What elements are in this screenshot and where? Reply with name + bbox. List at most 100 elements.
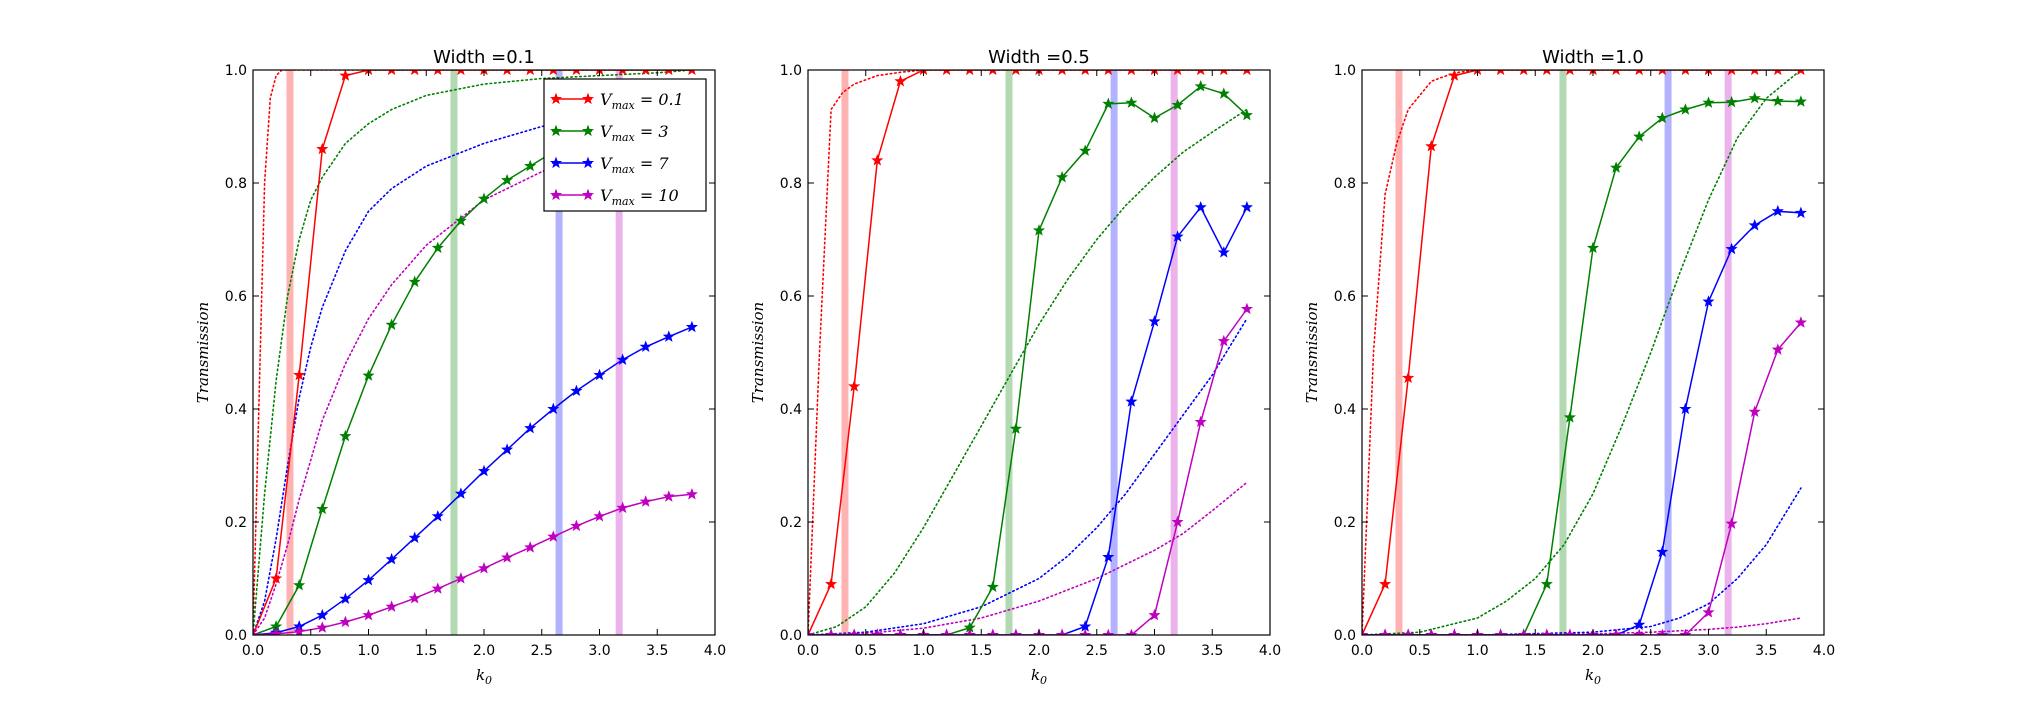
data-point — [1656, 628, 1669, 635]
data-point — [1540, 577, 1553, 590]
data-point — [1148, 315, 1161, 327]
data-point — [1727, 70, 1736, 76]
data-point — [1171, 515, 1184, 528]
data-point — [848, 628, 861, 635]
x-tick-label: 2.0 — [473, 643, 495, 659]
data-point — [1679, 402, 1692, 415]
data-point — [639, 340, 652, 352]
chart-panel-2: 0.0 0.5 1.0 1.5 2.0 2.5 3.0 3.5 4.0 0.0 0.2 0.4 0.6 0… — [1303, 47, 1835, 687]
data-point — [385, 600, 398, 612]
data-point — [293, 578, 306, 591]
data-point — [1702, 606, 1715, 618]
data-point — [825, 577, 838, 590]
x-axis-label-main: k — [476, 666, 485, 684]
legend-label-suffix: = 3 — [635, 122, 669, 141]
data-point — [270, 627, 283, 635]
data-point — [339, 615, 352, 628]
data-point — [616, 501, 629, 514]
data-point — [1058, 70, 1066, 76]
series-line-0 — [1362, 70, 1801, 635]
legend-label-suffix: = 0.1 — [635, 90, 684, 109]
data-point — [1748, 91, 1761, 104]
plot-data — [253, 70, 698, 635]
data-point — [1056, 628, 1069, 635]
data-point — [385, 552, 398, 565]
x-tick-label: 0.5 — [1409, 643, 1431, 659]
dotted-curve-2 — [808, 317, 1248, 635]
legend-label-sub: max — [612, 195, 636, 208]
data-point — [1771, 343, 1784, 355]
data-point — [1148, 608, 1161, 621]
band-0 — [286, 70, 294, 635]
data-point — [362, 369, 375, 381]
legend-label-suffix: = 10 — [635, 186, 679, 205]
x-axis-label-sub: 0 — [1040, 674, 1047, 687]
data-point — [1171, 230, 1184, 242]
y-tick-label: 0.8 — [780, 176, 802, 192]
data-point — [501, 173, 514, 186]
data-point — [641, 70, 650, 76]
y-tick-label: 0.0 — [225, 628, 247, 644]
data-point — [1494, 628, 1507, 635]
legend-marker — [581, 156, 595, 169]
x-tick-label: 0.5 — [300, 643, 322, 659]
data-point — [1379, 577, 1392, 590]
data-point — [1217, 246, 1230, 258]
legend-marker — [581, 92, 595, 105]
series-line-1 — [1362, 97, 1801, 635]
dotted-curve-0 — [1362, 70, 1802, 635]
chart-panel-0: 0.0 0.5 1.0 1.5 2.0 2.5 3.0 3.5 4.0 0.0 0.2 0.4 0.6 0… — [194, 47, 726, 687]
data-point — [1194, 415, 1207, 428]
series-line-1 — [808, 85, 1248, 635]
data-point — [1725, 242, 1738, 255]
x-tick-label: 1.0 — [1466, 643, 1488, 659]
dotted-curve-1 — [253, 70, 693, 635]
data-point — [570, 519, 583, 532]
y-tick-label: 0.6 — [780, 289, 802, 305]
x-tick-label: 1.5 — [970, 643, 992, 659]
data-point — [387, 70, 396, 76]
x-tick-label: 0.0 — [797, 643, 819, 659]
series-line-3 — [808, 308, 1248, 635]
series-line-2 — [1362, 210, 1801, 635]
data-point — [503, 70, 511, 76]
data-point — [501, 551, 514, 563]
data-point — [1425, 628, 1438, 635]
data-point — [454, 214, 467, 226]
data-point — [1240, 200, 1253, 213]
y-tick-label: 0.0 — [780, 628, 802, 644]
x-tick-label: 1.5 — [1524, 643, 1546, 659]
data-point — [1173, 70, 1182, 76]
band-3 — [1724, 70, 1732, 635]
y-tick-label: 0.8 — [225, 176, 247, 192]
data-point — [685, 320, 698, 333]
x-axis-label: k0 — [1031, 666, 1047, 687]
x-tick-label: 1.5 — [415, 643, 437, 659]
dotted-curve-3 — [808, 481, 1248, 635]
x-tick-label: 3.0 — [1143, 643, 1165, 659]
data-point — [1633, 618, 1646, 630]
data-point — [1702, 96, 1715, 108]
data-point — [339, 70, 352, 81]
data-point — [1402, 628, 1415, 635]
band-0 — [1395, 70, 1403, 635]
data-point — [685, 487, 698, 500]
legend-marker — [581, 188, 595, 201]
data-point — [477, 192, 491, 204]
y-tick-label: 0.2 — [780, 515, 802, 531]
y-tick-label: 0.6 — [1334, 289, 1356, 305]
data-point — [454, 487, 467, 499]
data-point — [1102, 97, 1115, 110]
data-point — [1196, 70, 1205, 76]
data-point — [986, 628, 999, 635]
data-point — [1679, 103, 1692, 115]
data-point — [524, 159, 537, 172]
data-point — [1243, 70, 1251, 76]
y-tick-label: 0.6 — [225, 289, 247, 305]
data-point — [1702, 295, 1715, 307]
x-tick-label: 2.0 — [1028, 643, 1050, 659]
data-point — [501, 443, 514, 455]
data-point — [1748, 219, 1761, 231]
legend-marker — [549, 124, 563, 137]
